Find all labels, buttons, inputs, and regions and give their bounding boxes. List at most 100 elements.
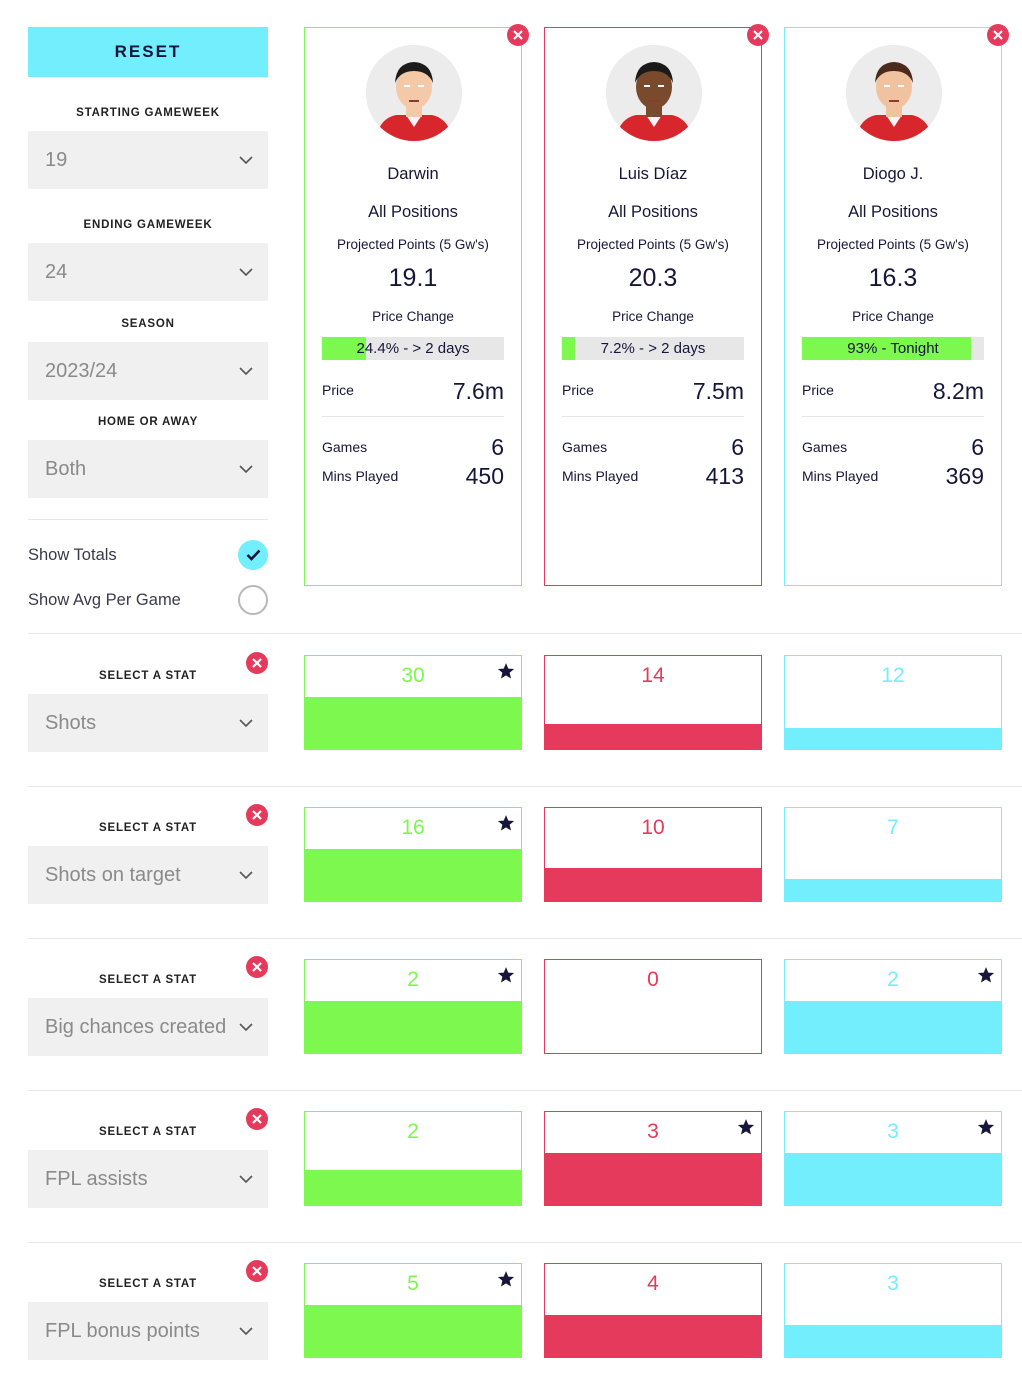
stat-value: 16	[401, 816, 425, 839]
price-row: Price 7.5m	[562, 378, 744, 404]
divider	[562, 416, 744, 417]
stat-select[interactable]: Big chances created	[28, 998, 268, 1056]
stat-value-box: 30	[304, 655, 522, 750]
stat-value: 3	[887, 1272, 899, 1295]
divider	[802, 416, 984, 417]
projected-points-value: 19.1	[388, 264, 438, 292]
games-value: 6	[491, 434, 504, 460]
star-icon	[497, 662, 515, 685]
divider	[28, 1090, 1022, 1091]
check-icon	[246, 549, 261, 561]
chevron-down-icon	[239, 156, 253, 165]
chevron-down-icon	[239, 268, 253, 277]
star-icon	[977, 1118, 995, 1141]
stat-select[interactable]: FPL assists	[28, 1150, 268, 1208]
player-card: Diogo J. All Positions Projected Points …	[784, 27, 1002, 586]
mins-played-label: Mins Played	[322, 468, 399, 484]
select-stat-label: SELECT A STAT	[99, 1126, 197, 1138]
remove-stat-icon[interactable]	[246, 956, 268, 978]
reset-button[interactable]: RESET	[28, 27, 268, 77]
divider	[28, 1242, 1022, 1243]
stat-value: 10	[641, 816, 665, 839]
price-label: Price	[562, 382, 594, 398]
price-label: Price	[802, 382, 834, 398]
mins-played-value: 450	[465, 463, 504, 489]
price-change-fill	[562, 337, 576, 360]
ending-gameweek-label: ENDING GAMEWEEK	[83, 219, 213, 231]
projected-points-label: Projected Points (5 Gw's)	[817, 237, 969, 252]
stat-value-box: 14	[544, 655, 762, 750]
stat-value: 2	[407, 1120, 419, 1143]
stat-select[interactable]: Shots on target	[28, 846, 268, 904]
stat-select[interactable]: FPL bonus points	[28, 1302, 268, 1360]
price-change-label: Price Change	[372, 309, 454, 324]
games-value: 6	[971, 434, 984, 460]
chevron-down-icon	[239, 367, 253, 376]
remove-stat-icon[interactable]	[246, 804, 268, 826]
stat-value-box: 3	[784, 1111, 1002, 1206]
stat-value-box: 3	[544, 1111, 762, 1206]
games-label: Games	[802, 439, 848, 455]
stat-value-box: 2	[304, 1111, 522, 1206]
stat-value-box: 5	[304, 1263, 522, 1358]
chevron-down-icon	[239, 1023, 253, 1032]
divider	[28, 786, 1022, 787]
starting-gameweek-label: STARTING GAMEWEEK	[76, 107, 220, 119]
divider	[28, 633, 1022, 634]
remove-stat-icon[interactable]	[246, 652, 268, 674]
show-avg-radio[interactable]	[238, 585, 268, 615]
player-name: Luis Díaz	[618, 165, 688, 183]
price-change-label: Price Change	[612, 309, 694, 324]
price-change-fill	[802, 337, 972, 360]
stat-value: 2	[887, 968, 899, 991]
chevron-down-icon	[239, 871, 253, 880]
ending-gameweek-value: 24	[45, 261, 68, 283]
stat-value-box: 4	[544, 1263, 762, 1358]
stat-value: 12	[881, 664, 905, 687]
stat-select-value: Big chances created	[45, 1016, 227, 1038]
season-select[interactable]: 2023/24	[28, 342, 268, 400]
price-value: 7.6m	[452, 378, 504, 404]
ending-gameweek-select[interactable]: 24	[28, 243, 268, 301]
remove-player-icon[interactable]	[747, 24, 769, 46]
stat-value-box: 2	[784, 959, 1002, 1054]
show-totals-toggle[interactable]: Show Totals	[28, 540, 268, 570]
home-or-away-select[interactable]: Both	[28, 440, 268, 498]
stat-bar-fill	[305, 1000, 521, 1053]
starting-gameweek-select[interactable]: 19	[28, 131, 268, 189]
chevron-down-icon	[239, 1175, 253, 1184]
divider	[322, 416, 504, 417]
stat-value-box: 3	[784, 1263, 1002, 1358]
projected-points-label: Projected Points (5 Gw's)	[337, 237, 489, 252]
show-avg-label: Show Avg Per Game	[28, 591, 181, 609]
projected-points-value: 20.3	[628, 264, 678, 292]
stat-value: 30	[401, 664, 425, 687]
show-totals-label: Show Totals	[28, 546, 117, 564]
price-change-text: 93% - Tonight	[847, 340, 939, 357]
show-totals-radio[interactable]	[238, 540, 268, 570]
show-avg-toggle[interactable]: Show Avg Per Game	[28, 585, 268, 615]
price-value: 8.2m	[932, 378, 984, 404]
remove-player-icon[interactable]	[987, 24, 1009, 46]
games-row: Games 6	[802, 434, 984, 460]
stat-bar-fill	[305, 848, 521, 901]
divider	[28, 519, 268, 520]
stat-select[interactable]: Shots	[28, 694, 268, 752]
games-label: Games	[322, 439, 368, 455]
stat-value-box: 0	[544, 959, 762, 1054]
stat-value: 2	[407, 968, 419, 991]
stat-bar-fill	[305, 1304, 521, 1357]
remove-player-icon[interactable]	[507, 24, 529, 46]
stat-value: 14	[641, 664, 665, 687]
select-stat-label: SELECT A STAT	[99, 1278, 197, 1290]
star-icon	[497, 966, 515, 989]
star-icon	[497, 814, 515, 837]
remove-stat-icon[interactable]	[246, 1260, 268, 1282]
price-change-bar: 7.2% - > 2 days	[562, 337, 744, 360]
player-position: All Positions	[368, 203, 458, 221]
mins-row: Mins Played 450	[322, 463, 504, 489]
price-change-bar: 93% - Tonight	[802, 337, 984, 360]
player-name: Darwin	[387, 165, 439, 183]
remove-stat-icon[interactable]	[246, 1108, 268, 1130]
home-or-away-value: Both	[45, 458, 87, 480]
